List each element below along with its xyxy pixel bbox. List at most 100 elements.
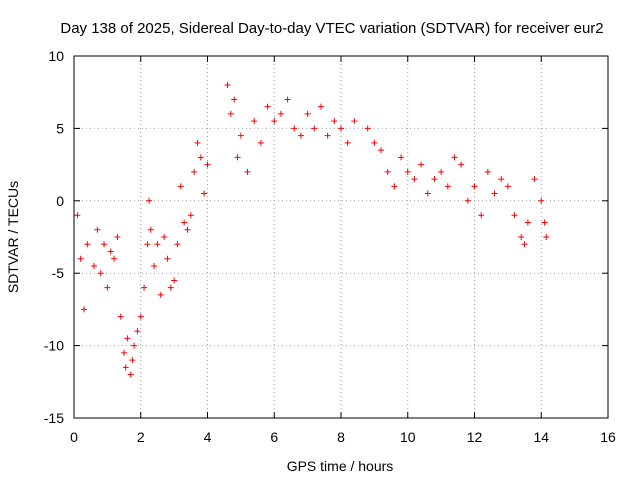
data-point	[511, 212, 518, 219]
data-point	[451, 154, 458, 161]
data-point	[237, 132, 244, 139]
data-point	[144, 241, 151, 248]
x-tick-label: 2	[137, 429, 145, 445]
data-point	[384, 168, 391, 175]
data-point	[264, 103, 271, 110]
data-point	[101, 241, 108, 248]
data-point	[521, 241, 528, 248]
x-tick-label: 14	[533, 429, 549, 445]
data-point	[543, 234, 550, 240]
data-point	[154, 241, 161, 248]
data-point	[157, 291, 164, 298]
data-point	[81, 306, 88, 313]
y-tick-label: 0	[56, 193, 64, 209]
data-point	[197, 154, 204, 161]
x-axis-label: GPS time / hours	[287, 458, 394, 474]
data-point	[146, 197, 153, 204]
data-point	[141, 284, 148, 291]
data-point	[107, 248, 114, 255]
y-tick-label: -10	[44, 338, 64, 354]
data-point	[91, 262, 98, 269]
data-point	[311, 125, 318, 132]
data-point	[111, 255, 118, 262]
data-point	[129, 357, 136, 364]
data-point	[117, 313, 124, 320]
data-point	[518, 234, 525, 240]
data-point	[378, 147, 385, 154]
data-point	[297, 132, 304, 139]
data-point	[391, 183, 398, 190]
y-tick-label: -15	[44, 410, 64, 426]
data-point	[161, 234, 168, 240]
x-tick-label: 0	[70, 429, 78, 445]
data-point	[398, 154, 405, 161]
data-point	[94, 226, 101, 233]
data-point	[331, 118, 338, 125]
x-tick-label: 16	[600, 429, 616, 445]
data-point	[191, 168, 198, 175]
data-point	[344, 139, 351, 146]
data-point	[317, 103, 324, 110]
data-point	[458, 161, 465, 168]
x-tick-label: 4	[204, 429, 212, 445]
data-point	[411, 176, 418, 183]
data-point	[224, 81, 231, 88]
data-point	[524, 219, 531, 226]
data-point	[151, 262, 158, 269]
data-point	[204, 161, 211, 168]
data-point	[438, 168, 445, 175]
data-point	[244, 168, 251, 175]
data-point	[444, 183, 451, 190]
data-point	[304, 110, 311, 117]
y-tick-label: -5	[52, 265, 65, 281]
data-point	[484, 168, 491, 175]
data-point	[531, 176, 538, 183]
data-point	[538, 197, 545, 204]
grid-lines	[74, 56, 608, 418]
data-point	[418, 161, 425, 168]
data-point	[181, 219, 188, 226]
data-point	[114, 234, 121, 240]
axis-ticks: 0 2 4 6 8 10 12 14 16 -15 -10 -5 0 5 10	[44, 48, 616, 445]
data-points	[74, 81, 550, 378]
data-point	[251, 118, 258, 125]
chart-title: Day 138 of 2025, Sidereal Day-to-day VTE…	[60, 20, 603, 37]
y-axis-label: SDTVAR / TECUs	[5, 181, 21, 293]
data-point	[338, 125, 344, 132]
data-point	[351, 118, 358, 125]
data-point	[284, 96, 291, 103]
data-point	[504, 183, 511, 190]
data-point	[324, 132, 331, 139]
data-point	[171, 277, 178, 284]
data-point	[187, 212, 194, 219]
data-point	[194, 139, 201, 146]
data-point	[122, 364, 129, 371]
data-point	[277, 110, 284, 117]
data-point	[177, 183, 184, 190]
data-point	[131, 342, 138, 349]
data-point	[364, 125, 371, 132]
data-point	[231, 96, 238, 103]
data-point	[234, 154, 241, 161]
data-point	[74, 212, 81, 219]
data-point	[478, 212, 485, 219]
x-tick-label: 12	[467, 429, 483, 445]
data-point	[121, 349, 128, 356]
data-point	[127, 371, 134, 378]
data-point	[541, 219, 548, 226]
data-point	[464, 197, 471, 204]
data-point	[124, 335, 131, 342]
data-point	[257, 139, 264, 146]
data-point	[271, 118, 278, 125]
data-point	[291, 125, 298, 132]
data-point	[174, 241, 181, 248]
x-tick-label: 6	[270, 429, 278, 445]
data-point	[167, 284, 174, 291]
x-tick-label: 10	[400, 429, 416, 445]
data-point	[227, 110, 234, 117]
data-point	[471, 183, 478, 190]
data-point	[491, 190, 498, 197]
data-point	[431, 176, 438, 183]
data-point	[201, 190, 208, 197]
